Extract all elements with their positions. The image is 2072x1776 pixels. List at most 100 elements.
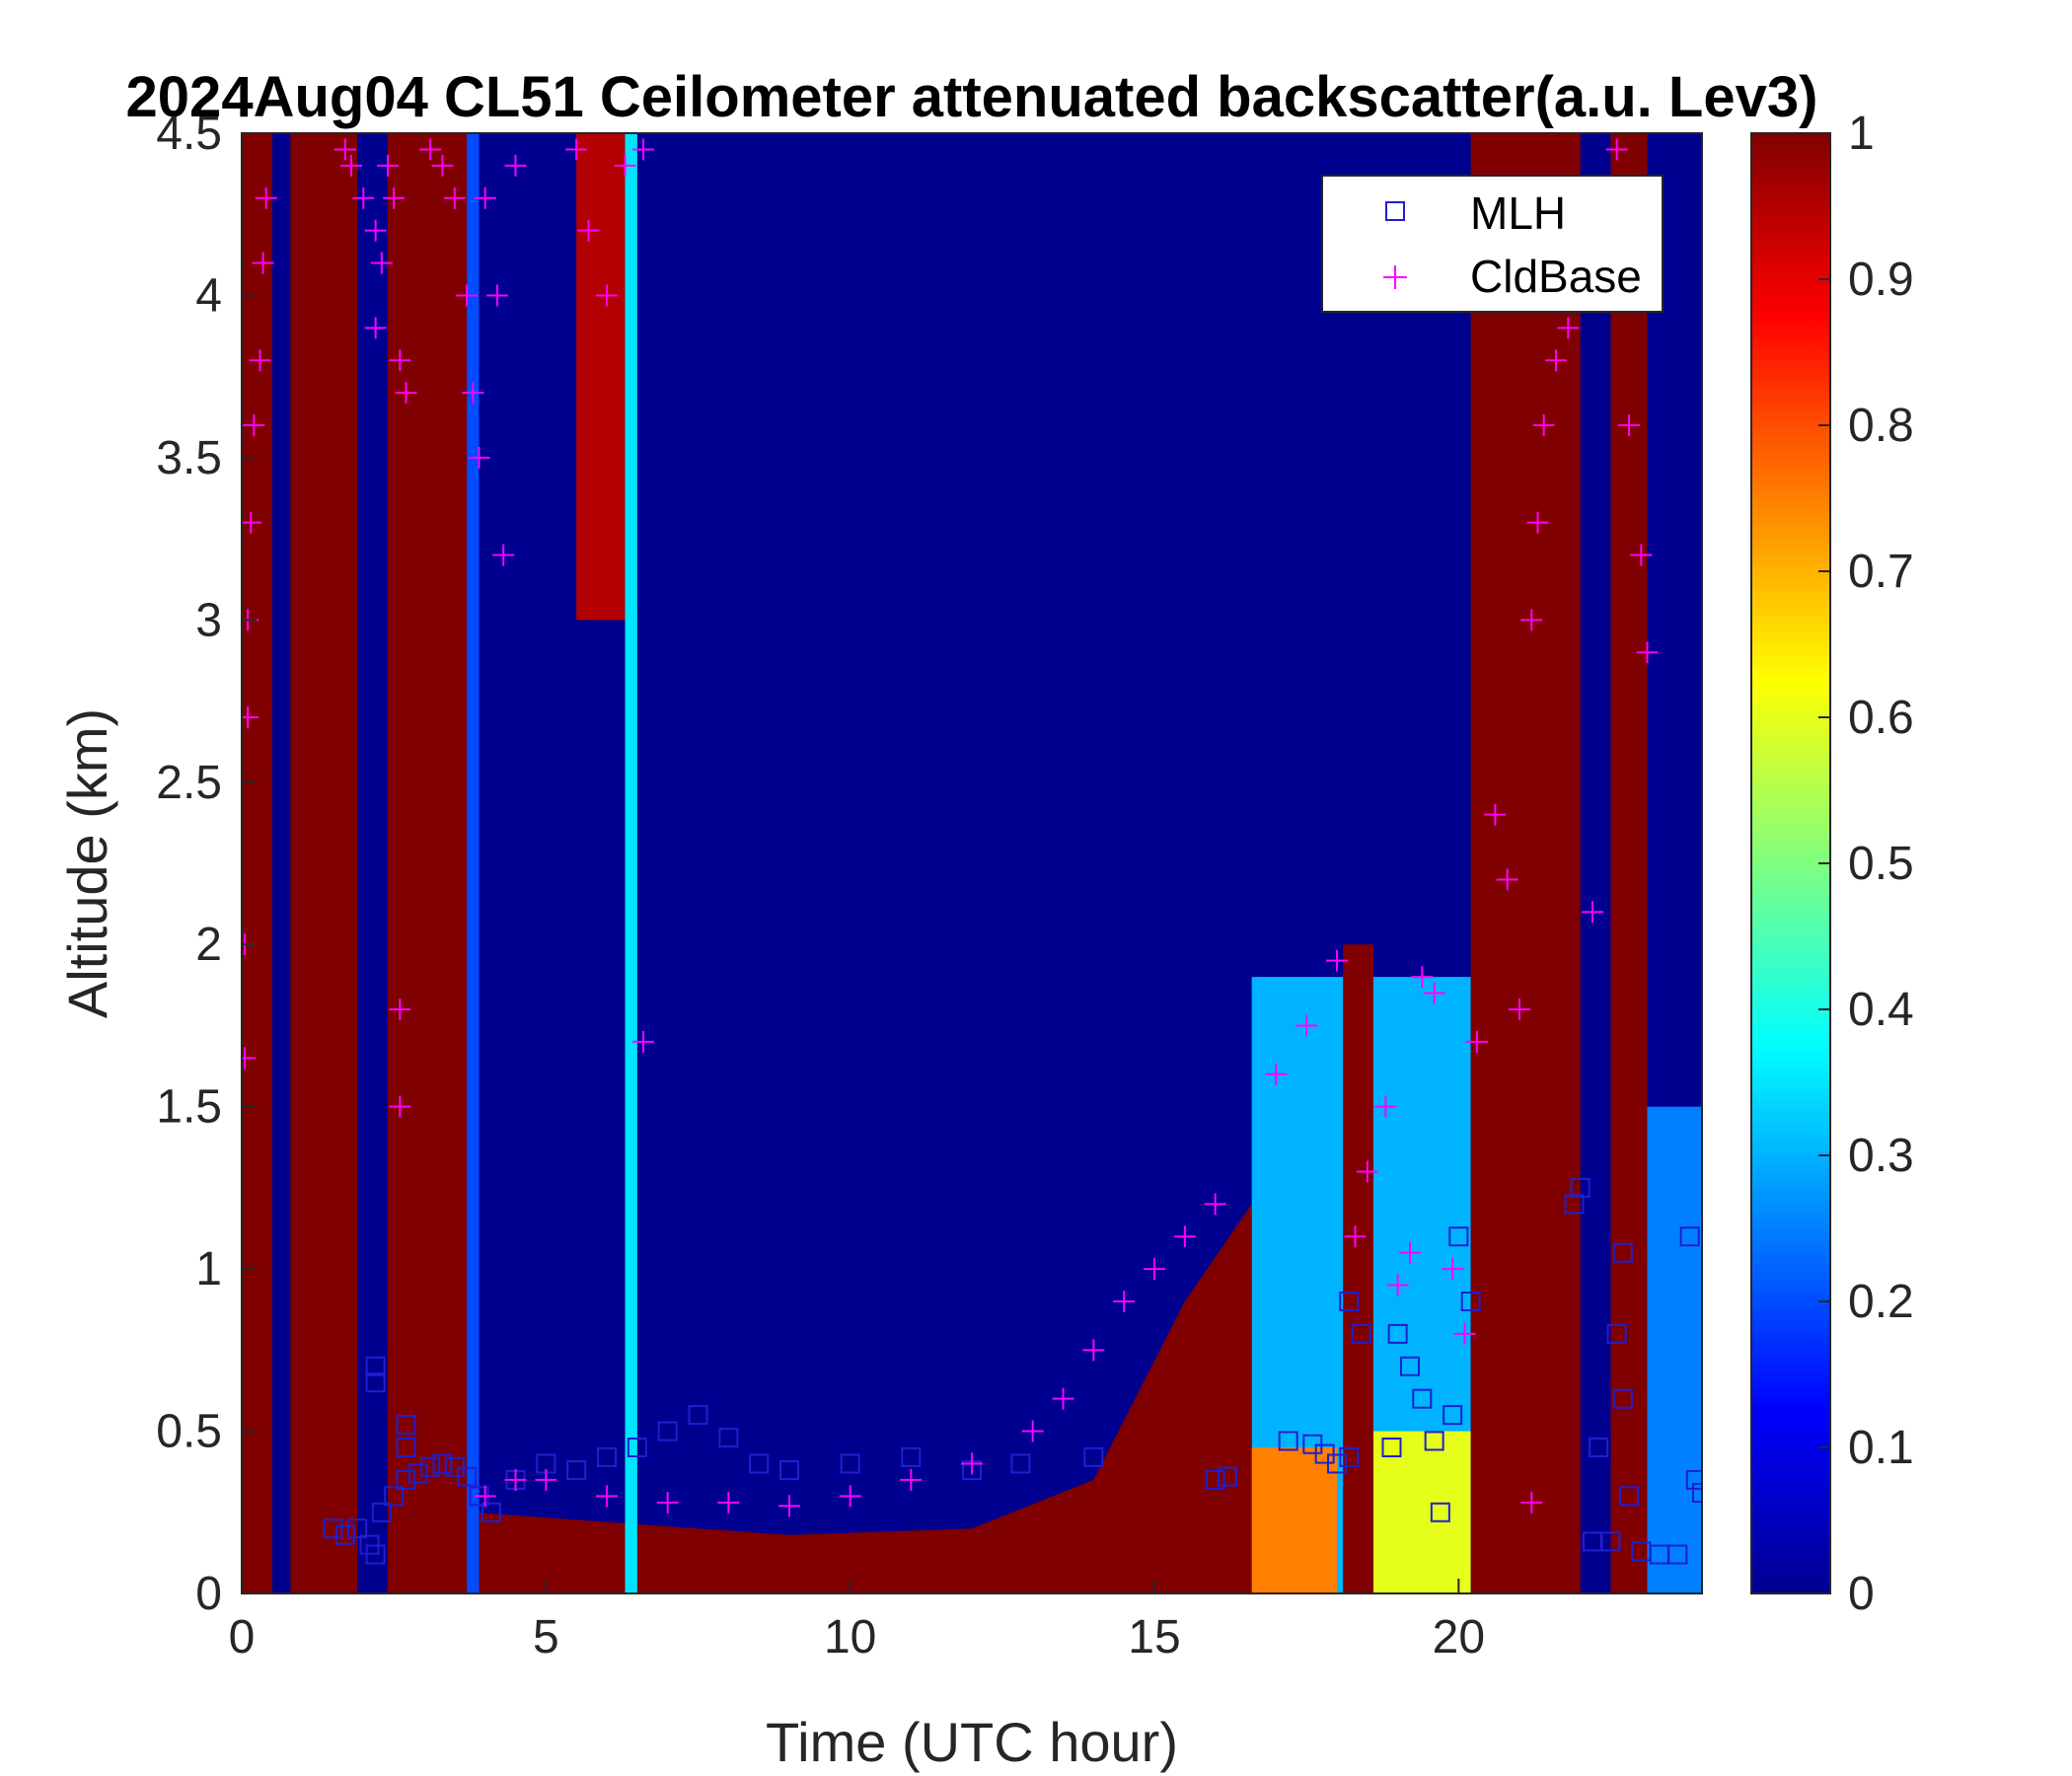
cldbase-point — [1636, 641, 1659, 664]
legend-label-cldbase: CldBase — [1470, 251, 1642, 302]
cldbase-point — [1484, 803, 1507, 826]
mlh-point — [457, 1466, 478, 1487]
mlh-point — [1460, 1292, 1481, 1311]
cldbase-point — [370, 252, 393, 274]
cldbase-point — [1411, 966, 1434, 989]
x-axis: 0 5 10 15 20 — [229, 1579, 1485, 1664]
cldbase-point — [1326, 949, 1348, 972]
colorbar-tick-label: 0.2 — [1848, 1276, 1914, 1328]
mlh-point — [1619, 1486, 1639, 1507]
heatmap-cloud-column — [242, 133, 272, 1593]
mlh-point — [1010, 1453, 1031, 1474]
legend: MLH CldBase — [1321, 175, 1664, 313]
mlh-point — [1606, 1323, 1627, 1344]
mlh-point — [384, 1486, 405, 1507]
mlh-point — [365, 1372, 386, 1393]
mlh-point — [407, 1463, 428, 1484]
mlh-point — [347, 1518, 368, 1539]
heatmap-cloud-column — [1647, 1106, 1702, 1593]
cldbase-point — [474, 1485, 496, 1508]
mlh-point — [1412, 1388, 1433, 1409]
mlh-point — [1612, 1388, 1633, 1409]
series-layer — [242, 138, 1702, 1565]
cldbase-point — [961, 1452, 983, 1475]
y-tick-label: 3 — [195, 594, 222, 646]
x-tick-label: 5 — [533, 1611, 559, 1664]
cldbase-point — [1453, 1322, 1476, 1345]
cldbase-point — [492, 544, 515, 566]
mlh-point — [1589, 1438, 1609, 1457]
cldbase-point — [1582, 901, 1603, 924]
y-axis-label: Altitude (km) — [56, 708, 118, 1018]
mlh-point — [1667, 1544, 1688, 1565]
mlh-point — [901, 1446, 922, 1467]
cldbase-point — [1509, 999, 1530, 1020]
cldbase-point — [1204, 1193, 1226, 1216]
cldbase-point — [1618, 414, 1640, 436]
cldbase-point — [577, 219, 600, 242]
cldbase-point — [1545, 349, 1567, 372]
mlh-point — [365, 1356, 386, 1376]
cldbase-point — [1265, 1063, 1288, 1085]
colorbar-tick-label: 1 — [1848, 108, 1875, 160]
cldbase-point — [1374, 1095, 1397, 1118]
cldbase-point — [1423, 982, 1445, 1004]
legend-box — [1321, 175, 1664, 313]
heatmap-cloud-column — [625, 133, 637, 1593]
cldbase-point — [389, 999, 411, 1020]
cldbase-point — [486, 284, 508, 307]
heatmap-cloud-column — [388, 133, 468, 1593]
mlh-point — [396, 1414, 416, 1435]
cldbase-point — [1526, 511, 1549, 534]
colorbar-gradient — [1750, 132, 1831, 1594]
cldbase-point — [1356, 1160, 1378, 1183]
cldbase-legend-icon — [1383, 265, 1407, 289]
mlh-point — [688, 1405, 708, 1426]
mlh-point — [1564, 1194, 1585, 1215]
mlh-point — [1679, 1226, 1700, 1247]
cldbase-point — [1557, 317, 1580, 339]
mlh-legend-icon — [1385, 201, 1405, 221]
cldbase-point — [632, 1030, 654, 1053]
cldbase-point — [1465, 1030, 1488, 1053]
cldbase-point — [1295, 1014, 1318, 1037]
cldbase-point — [1082, 1339, 1105, 1362]
mlh-point — [1692, 1483, 1702, 1504]
cldbase-point — [656, 1491, 679, 1514]
mlh-point — [334, 1524, 355, 1545]
y-tick-label: 2 — [195, 919, 222, 971]
cldbase-point — [377, 154, 399, 177]
cldbase-point — [535, 1468, 557, 1491]
cldbase-point — [462, 382, 484, 405]
mlh-point — [1083, 1446, 1104, 1467]
cldbase-point — [242, 1047, 257, 1070]
colorbar-tick-label: 0 — [1848, 1568, 1875, 1620]
heatmap-cloud-column — [1343, 944, 1373, 1593]
mlh-point — [420, 1456, 441, 1477]
legend-label-mlh: MLH — [1470, 187, 1566, 239]
cldbase-point — [614, 154, 636, 177]
mlh-point — [566, 1460, 587, 1481]
cldbase-point — [717, 1491, 740, 1514]
cldbase-point — [632, 138, 654, 161]
colorbar-ticks: 0 0.1 0.2 0.3 0.4 0.5 0.6 0.7 0.8 0.9 1 — [1818, 108, 1914, 1620]
cldbase-point — [778, 1495, 800, 1517]
cldbase-point — [1630, 544, 1653, 566]
cldbase-point — [419, 138, 442, 161]
mlh-point — [779, 1460, 799, 1481]
y-axis: 0 0.5 1 1.5 2 2.5 3 3.5 4 4.5 — [156, 108, 257, 1620]
heatmap-boundary-layer — [473, 1204, 1252, 1593]
mlh-point — [1400, 1356, 1420, 1376]
mlh-point — [1339, 1292, 1360, 1311]
colorbar-tick-label: 0.3 — [1848, 1130, 1914, 1182]
y-tick-label: 0.5 — [156, 1406, 222, 1458]
mlh-point — [1327, 1453, 1347, 1474]
cldbase-point — [395, 382, 417, 405]
cldbase-point — [242, 706, 259, 728]
colorbar-tick-label: 0.9 — [1848, 254, 1914, 306]
cldbase-point — [1442, 1258, 1464, 1281]
cldbase-point — [596, 1485, 618, 1508]
mlh-point — [1339, 1446, 1360, 1467]
x-tick-label: 10 — [824, 1611, 876, 1664]
cldbase-point — [1520, 1491, 1543, 1514]
